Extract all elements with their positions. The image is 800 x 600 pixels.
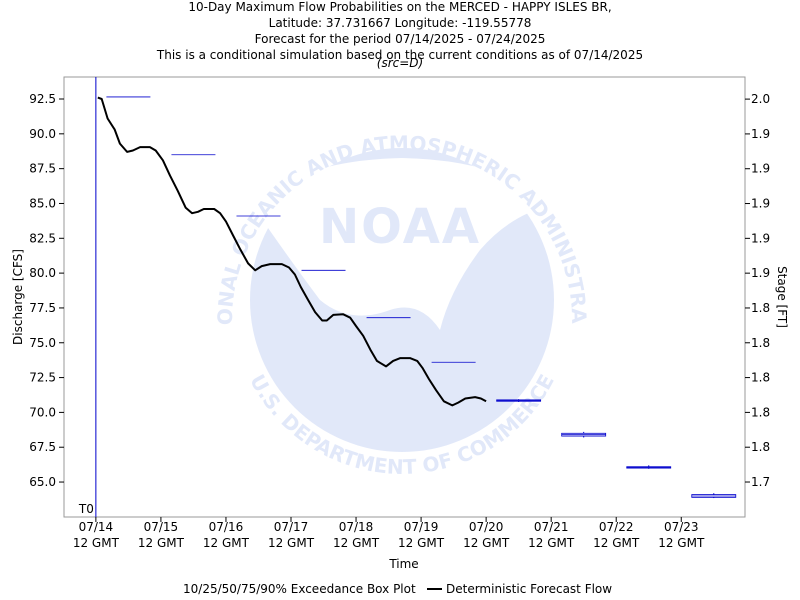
y2-tick-label: 1.8 [751, 440, 770, 454]
y2-tick-label: 1.9 [751, 266, 770, 280]
y2-tick-label: 1.8 [751, 371, 770, 385]
x-tick-label: 07/19 12 GMT [398, 520, 445, 550]
x-tick-label-line: 07/17 [274, 520, 309, 534]
y-axis-label: Discharge [CFS] [11, 249, 25, 345]
y-tick-label: 77.5 [29, 301, 56, 315]
box-plot [691, 493, 737, 499]
forecast-line [97, 96, 487, 407]
y2-tick-label: 1.9 [751, 127, 770, 141]
x-tick-label-line: 12 GMT [398, 536, 445, 550]
y-tick-label: 82.5 [29, 231, 56, 245]
y-tick-label: 70.0 [29, 405, 56, 419]
x-tick-label-line: 12 GMT [333, 536, 380, 550]
y-tick-label: 67.5 [29, 440, 56, 454]
x-tick-label-line: 07/21 [534, 520, 569, 534]
box-plot [561, 431, 607, 438]
x-tick-label: 07/20 12 GMT [463, 520, 510, 550]
y2-tick-label: 1.9 [751, 231, 770, 245]
y-tick-label: 80.0 [29, 266, 56, 280]
y2-tick-label: 2.0 [751, 92, 770, 106]
x-tick-label-line: 12 GMT [268, 536, 315, 550]
x-axis-label: Time [388, 557, 418, 571]
x-tick-label-line: 07/22 [599, 520, 634, 534]
legend-label: 10/25/50/75/90% Exceedance Box Plot [183, 582, 416, 596]
x-tick-label-line: 07/14 [79, 520, 114, 534]
x-tick-label: 07/17 12 GMT [268, 520, 315, 550]
y2-tick-label: 1.9 [751, 197, 770, 211]
box-plot [626, 465, 672, 469]
x-tick-label-line: 12 GMT [138, 536, 185, 550]
chart-subtitle: (src=D) [377, 56, 423, 70]
marker-label: T0 [78, 502, 94, 516]
y2-tick-label: 1.7 [751, 475, 770, 489]
y2-tick-label: 1.8 [751, 301, 770, 315]
x-tick-label: 07/16 12 GMT [203, 520, 250, 550]
x-tick-label-line: 07/16 [209, 520, 244, 534]
chart-title: This is a conditional simulation based o… [156, 48, 643, 62]
chart-title: 10-Day Maximum Flow Probabilities on the… [188, 0, 611, 14]
watermark-name: NOAA [319, 199, 481, 255]
y-tick-label: 90.0 [29, 127, 56, 141]
x-tick-label: 07/21 12 GMT [528, 520, 575, 550]
x-tick-label-line: 12 GMT [528, 536, 575, 550]
y-tick-label: 75.0 [29, 336, 56, 350]
chart-title: Forecast for the period 07/14/2025 - 07/… [255, 32, 546, 46]
x-tick-label-line: 12 GMT [593, 536, 640, 550]
x-tick-label-line: 07/15 [144, 520, 179, 534]
x-tick-label-line: 12 GMT [73, 536, 120, 550]
x-tick-label-line: 07/20 [469, 520, 504, 534]
y2-tick-label: 1.9 [751, 162, 770, 176]
y-tick-label: 85.0 [29, 196, 56, 210]
plot-frame [63, 76, 746, 518]
y-tick-label: 65.0 [29, 475, 56, 489]
watermark: NOAA NATIONAL OCEANIC AND ATMOSPHERIC AD… [0, 0, 591, 479]
x-tick-label: 07/23 12 GMT [658, 520, 705, 550]
box-plot [496, 399, 542, 402]
x-tick-label-line: 12 GMT [658, 536, 705, 550]
y-tick-label: 72.5 [29, 371, 56, 385]
x-tick-label: 07/22 12 GMT [593, 520, 640, 550]
x-tick-label-line: 07/23 [664, 520, 699, 534]
x-tick-label: 07/15 12 GMT [138, 520, 185, 550]
watermark-wave [252, 158, 552, 330]
y-tick-label: 87.5 [29, 162, 56, 176]
x-tick-label-line: 12 GMT [463, 536, 510, 550]
chart-title: Latitude: 37.731667 Longitude: -119.5577… [269, 16, 532, 30]
x-tick-label: 07/14 12 GMT [73, 520, 120, 550]
x-tick-label-line: 12 GMT [203, 536, 250, 550]
x-tick-label-line: 07/19 [404, 520, 439, 534]
y-tick-label: 92.5 [29, 92, 56, 106]
y2-tick-label: 1.8 [751, 336, 770, 350]
y2-tick-label: 1.8 [751, 405, 770, 419]
legend-label: Deterministic Forecast Flow [446, 582, 612, 596]
x-tick-label: 07/18 12 GMT [333, 520, 380, 550]
y2-axis-label: Stage [FT] [775, 266, 789, 328]
x-tick-label-line: 07/18 [339, 520, 374, 534]
